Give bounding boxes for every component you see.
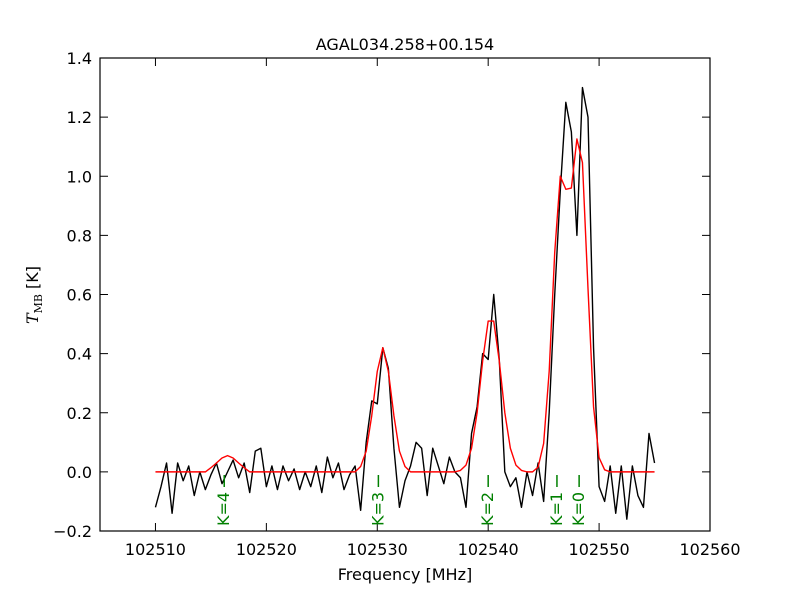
y-tick-label: 1.2: [67, 108, 92, 127]
x-tick-label: 102530: [347, 540, 408, 559]
k-label: K=3: [368, 492, 387, 526]
spectrum-line: [154, 86, 656, 520]
plot-frame: [99, 57, 711, 532]
y-tick-label: 0.6: [67, 286, 92, 305]
y-tick-label: 1.4: [67, 49, 92, 68]
spectrum-line: [155, 138, 655, 473]
y-tick-label: 1.0: [67, 167, 92, 186]
y-tick-label: 0.8: [67, 226, 92, 245]
x-tick-label: 102560: [679, 540, 740, 559]
k-annotation: K=0: [569, 475, 588, 526]
k-label: K=2: [478, 492, 497, 526]
x-tick-label: 102520: [236, 540, 297, 559]
k-annotation: K=3: [368, 475, 387, 526]
x-axis-label: Frequency [MHz]: [338, 565, 472, 584]
x-tick-label: 102540: [458, 540, 519, 559]
y-axis-label: TMB [K]: [23, 266, 45, 324]
k-annotation: K=4: [214, 475, 233, 526]
k-label: K=1: [547, 492, 566, 526]
y-label-symbol: T: [23, 312, 42, 324]
k-label: K=4: [214, 492, 233, 526]
y-tick-label: 0.4: [67, 345, 92, 364]
k-annotation: K=2: [478, 475, 497, 526]
y-tick-label: 0.2: [67, 404, 92, 423]
k-annotation: K=1: [547, 475, 566, 526]
k-label: K=0: [569, 492, 588, 526]
y-tick-label: −0.2: [53, 522, 92, 541]
chart-title: AGAL034.258+00.154: [316, 35, 494, 54]
y-label-subscript: MB: [32, 294, 45, 313]
x-tick-label: 102510: [125, 540, 186, 559]
y-tick-label: 0.0: [67, 463, 92, 482]
x-tick-label: 102550: [569, 540, 630, 559]
y-label-unit: [K]: [23, 266, 42, 289]
